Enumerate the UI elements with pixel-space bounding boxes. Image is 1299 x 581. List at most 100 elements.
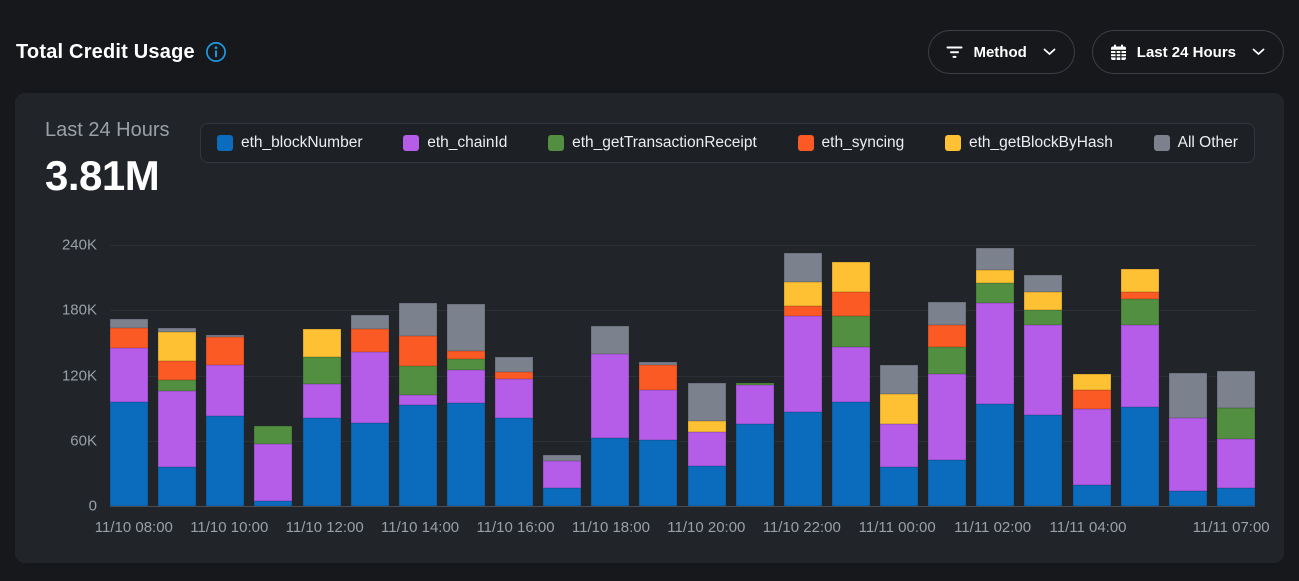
- bar-segment[interactable]: [350, 423, 389, 506]
- bar-stack[interactable]: [254, 245, 293, 506]
- bar-segment[interactable]: [1024, 325, 1063, 415]
- bar-segment[interactable]: [687, 465, 726, 506]
- bar-stack[interactable]: [446, 245, 485, 506]
- bar-segment[interactable]: [1072, 374, 1111, 390]
- bar-segment[interactable]: [206, 335, 245, 338]
- bar-segment[interactable]: [206, 415, 245, 506]
- bar-segment[interactable]: [1120, 291, 1159, 300]
- bar-stack[interactable]: [831, 245, 870, 506]
- bar-segment[interactable]: [302, 384, 341, 418]
- bar-segment[interactable]: [639, 362, 678, 365]
- bar-segment[interactable]: [639, 439, 678, 506]
- bar-segment[interactable]: [687, 432, 726, 466]
- bar-segment[interactable]: [302, 417, 341, 506]
- bar-segment[interactable]: [880, 364, 918, 395]
- bar-segment[interactable]: [831, 291, 870, 316]
- bar-segment[interactable]: [398, 365, 437, 396]
- bar-segment[interactable]: [783, 315, 822, 413]
- legend-item[interactable]: eth_getTransactionReceipt: [548, 134, 757, 152]
- bar-segment[interactable]: [783, 305, 822, 316]
- bar-segment[interactable]: [398, 395, 437, 405]
- bar-segment[interactable]: [976, 283, 1015, 303]
- bar-segment[interactable]: [446, 303, 485, 351]
- bar-segment[interactable]: [350, 351, 389, 424]
- bar-segment[interactable]: [783, 252, 822, 282]
- bar-segment[interactable]: [1216, 371, 1255, 409]
- bar-segment[interactable]: [206, 364, 245, 416]
- bar-segment[interactable]: [928, 374, 967, 461]
- bar-stack[interactable]: [687, 245, 726, 506]
- bar-segment[interactable]: [1120, 407, 1159, 506]
- bar-segment[interactable]: [1216, 438, 1255, 488]
- bar-segment[interactable]: [1216, 408, 1255, 439]
- bar-segment[interactable]: [446, 370, 485, 403]
- bar-segment[interactable]: [398, 336, 437, 366]
- bar-segment[interactable]: [398, 302, 437, 337]
- bar-segment[interactable]: [783, 282, 822, 306]
- date-range-button[interactable]: Last 24 Hours: [1091, 30, 1284, 74]
- bar-segment[interactable]: [1024, 310, 1063, 326]
- bar-stack[interactable]: [302, 245, 341, 506]
- bar-segment[interactable]: [543, 487, 582, 506]
- bar-segment[interactable]: [735, 383, 774, 386]
- bar-segment[interactable]: [158, 466, 197, 506]
- bar-segment[interactable]: [591, 325, 630, 354]
- bar-segment[interactable]: [543, 454, 582, 462]
- bar-segment[interactable]: [928, 301, 967, 326]
- bar-segment[interactable]: [1120, 325, 1159, 408]
- bar-segment[interactable]: [1168, 490, 1207, 506]
- bar-segment[interactable]: [976, 248, 1015, 271]
- bar-segment[interactable]: [880, 424, 918, 467]
- bar-stack[interactable]: [1120, 245, 1159, 506]
- bar-segment[interactable]: [206, 337, 245, 365]
- bar-segment[interactable]: [110, 318, 148, 328]
- bar-segment[interactable]: [1120, 268, 1159, 292]
- bar-segment[interactable]: [591, 353, 630, 438]
- bar-segment[interactable]: [976, 403, 1015, 506]
- bar-stack[interactable]: [783, 245, 822, 506]
- bar-segment[interactable]: [976, 270, 1015, 284]
- bar-stack[interactable]: [591, 245, 630, 506]
- bar-segment[interactable]: [928, 347, 967, 375]
- bar-stack[interactable]: [1072, 245, 1111, 506]
- bar-segment[interactable]: [880, 394, 918, 425]
- bar-stack[interactable]: [928, 245, 967, 506]
- bar-segment[interactable]: [446, 402, 485, 506]
- bar-segment[interactable]: [110, 401, 148, 506]
- bar-segment[interactable]: [1168, 417, 1207, 491]
- bar-stack[interactable]: [543, 245, 582, 506]
- bar-segment[interactable]: [831, 262, 870, 292]
- bar-segment[interactable]: [1120, 299, 1159, 326]
- bar-segment[interactable]: [495, 372, 533, 379]
- bar-segment[interactable]: [831, 401, 870, 506]
- bar-segment[interactable]: [446, 350, 485, 360]
- bar-segment[interactable]: [158, 390, 197, 467]
- bar-segment[interactable]: [735, 385, 774, 425]
- bar-stack[interactable]: [495, 245, 533, 506]
- bar-segment[interactable]: [831, 347, 870, 402]
- bar-segment[interactable]: [302, 357, 341, 385]
- bar-segment[interactable]: [976, 302, 1015, 404]
- bar-segment[interactable]: [687, 421, 726, 433]
- bar-segment[interactable]: [1024, 291, 1063, 311]
- bar-segment[interactable]: [254, 444, 293, 501]
- bar-segment[interactable]: [495, 357, 533, 373]
- bar-stack[interactable]: [735, 245, 774, 506]
- info-icon[interactable]: [205, 41, 227, 63]
- bar-stack[interactable]: [1024, 245, 1063, 506]
- bar-segment[interactable]: [398, 404, 437, 506]
- bar-segment[interactable]: [110, 327, 148, 349]
- legend-item[interactable]: eth_chainId: [403, 134, 507, 152]
- bar-segment[interactable]: [1024, 414, 1063, 506]
- bar-stack[interactable]: [976, 245, 1015, 506]
- bar-segment[interactable]: [495, 378, 533, 418]
- bar-stack[interactable]: [639, 245, 678, 506]
- bar-stack[interactable]: [158, 245, 197, 506]
- bar-segment[interactable]: [446, 359, 485, 371]
- bar-stack[interactable]: [398, 245, 437, 506]
- bar-segment[interactable]: [639, 364, 678, 390]
- bar-segment[interactable]: [110, 348, 148, 402]
- bar-segment[interactable]: [880, 466, 918, 506]
- bar-segment[interactable]: [1168, 373, 1207, 418]
- bar-segment[interactable]: [1024, 275, 1063, 292]
